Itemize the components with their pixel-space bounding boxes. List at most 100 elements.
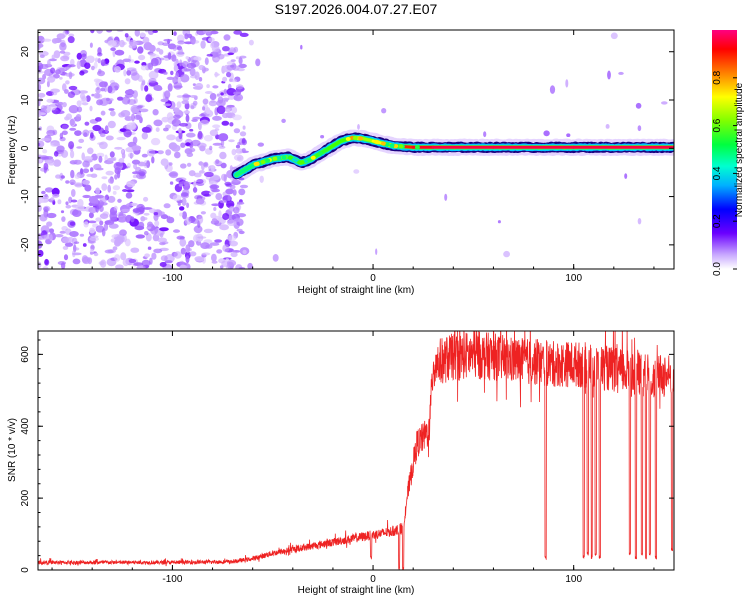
noise-speckle bbox=[222, 76, 228, 82]
noise-speckle bbox=[208, 180, 218, 186]
noise-speckle bbox=[226, 234, 237, 242]
noise-speckle bbox=[168, 172, 178, 177]
noise-speckle bbox=[76, 52, 83, 60]
spectrogram-frame bbox=[37, 29, 675, 270]
noise-speckle bbox=[38, 261, 42, 269]
noise-speckle bbox=[206, 53, 213, 57]
noise-speckle bbox=[211, 45, 220, 53]
noise-speckle bbox=[69, 118, 75, 126]
noise-speckle bbox=[82, 160, 90, 168]
x-tick-label: 0 bbox=[370, 574, 376, 585]
noise-speckle bbox=[104, 86, 107, 93]
snr-xlabel: Height of straight line (km) bbox=[298, 585, 415, 596]
noise-speckle bbox=[230, 251, 238, 258]
noise-speckle bbox=[637, 125, 642, 132]
noise-speckle bbox=[238, 57, 243, 65]
y-tick-label: 0 bbox=[20, 145, 31, 151]
noise-speckle bbox=[171, 54, 177, 62]
noise-speckle bbox=[97, 47, 102, 55]
noise-speckle bbox=[212, 85, 219, 89]
noise-speckle bbox=[82, 129, 90, 137]
noise-speckle bbox=[200, 242, 210, 250]
noise-speckle bbox=[173, 31, 177, 36]
noise-speckle bbox=[96, 152, 105, 158]
noise-speckle bbox=[48, 228, 55, 234]
noise-speckle bbox=[160, 255, 168, 262]
noise-speckle bbox=[300, 44, 303, 50]
noise-speckle bbox=[99, 195, 108, 203]
noise-speckle bbox=[607, 70, 611, 80]
noise-speckle bbox=[353, 169, 360, 174]
noise-speckle bbox=[42, 38, 52, 42]
noise-speckle bbox=[223, 174, 227, 183]
noise-speckle bbox=[131, 159, 141, 165]
noise-speckle bbox=[233, 218, 243, 223]
noise-speckle bbox=[144, 231, 149, 236]
noise-speckle bbox=[43, 206, 49, 212]
noise-speckle bbox=[141, 132, 148, 140]
noise-speckle bbox=[226, 71, 232, 78]
noise-speckle bbox=[174, 151, 181, 159]
noise-speckle bbox=[247, 262, 253, 269]
noise-speckle bbox=[92, 124, 102, 132]
noise-speckle bbox=[191, 118, 198, 122]
noise-speckle bbox=[52, 92, 58, 96]
noise-speckle bbox=[145, 94, 153, 103]
snr-series-line bbox=[38, 331, 674, 570]
noise-speckle bbox=[69, 221, 76, 226]
trace-spot bbox=[318, 151, 323, 156]
noise-speckle bbox=[81, 53, 87, 60]
noise-speckle bbox=[235, 84, 244, 90]
noise-speckle bbox=[93, 61, 98, 69]
noise-speckle bbox=[198, 170, 205, 174]
trace-spot bbox=[345, 137, 351, 141]
x-tick-label: 0 bbox=[370, 273, 376, 284]
noise-speckle bbox=[68, 64, 76, 68]
noise-speckle bbox=[148, 78, 157, 84]
noise-speckle bbox=[219, 265, 224, 269]
noise-speckle bbox=[70, 169, 75, 179]
colorbar-tick-label: 0.6 bbox=[712, 118, 723, 132]
chart-title: S197.2026.004.07.27.E07 bbox=[275, 1, 438, 17]
noise-speckle bbox=[605, 124, 610, 129]
noise-speckle bbox=[109, 110, 116, 117]
noise-speckle bbox=[225, 108, 231, 113]
noise-speckle bbox=[131, 145, 142, 151]
noise-speckle bbox=[61, 124, 69, 130]
trace-spot bbox=[287, 155, 293, 160]
noise-speckle bbox=[42, 73, 47, 80]
noise-speckle bbox=[203, 134, 213, 142]
noise-speckle bbox=[219, 151, 227, 160]
noise-speckle bbox=[172, 194, 182, 202]
noise-speckle bbox=[100, 110, 106, 116]
noise-speckle bbox=[38, 204, 42, 212]
noise-speckle bbox=[57, 199, 62, 205]
noise-speckle bbox=[173, 251, 182, 259]
noise-speckle bbox=[114, 167, 121, 175]
noise-speckle bbox=[178, 183, 183, 187]
noise-speckle bbox=[40, 137, 51, 142]
noise-speckle bbox=[42, 149, 48, 154]
noise-speckle bbox=[73, 159, 82, 165]
noise-speckle bbox=[108, 223, 119, 229]
noise-speckle bbox=[122, 58, 131, 63]
noise-speckle bbox=[47, 59, 51, 67]
noise-speckle bbox=[95, 204, 100, 213]
noise-speckle bbox=[115, 162, 124, 167]
noise-speckle bbox=[184, 181, 189, 187]
noise-speckle bbox=[41, 194, 49, 200]
noise-speckle bbox=[211, 260, 218, 264]
noise-speckle bbox=[73, 241, 80, 244]
noise-speckle bbox=[91, 153, 98, 161]
noise-speckle bbox=[242, 249, 247, 255]
noise-speckle bbox=[231, 148, 237, 156]
noise-speckle bbox=[118, 158, 125, 164]
noise-speckle bbox=[126, 162, 131, 169]
noise-speckle bbox=[197, 236, 207, 239]
noise-speckle bbox=[146, 226, 152, 230]
noise-speckle bbox=[235, 148, 244, 154]
trace-spot bbox=[299, 160, 305, 165]
noise-speckle bbox=[82, 168, 90, 174]
noise-speckle bbox=[171, 118, 181, 127]
noise-speckle bbox=[190, 36, 196, 45]
